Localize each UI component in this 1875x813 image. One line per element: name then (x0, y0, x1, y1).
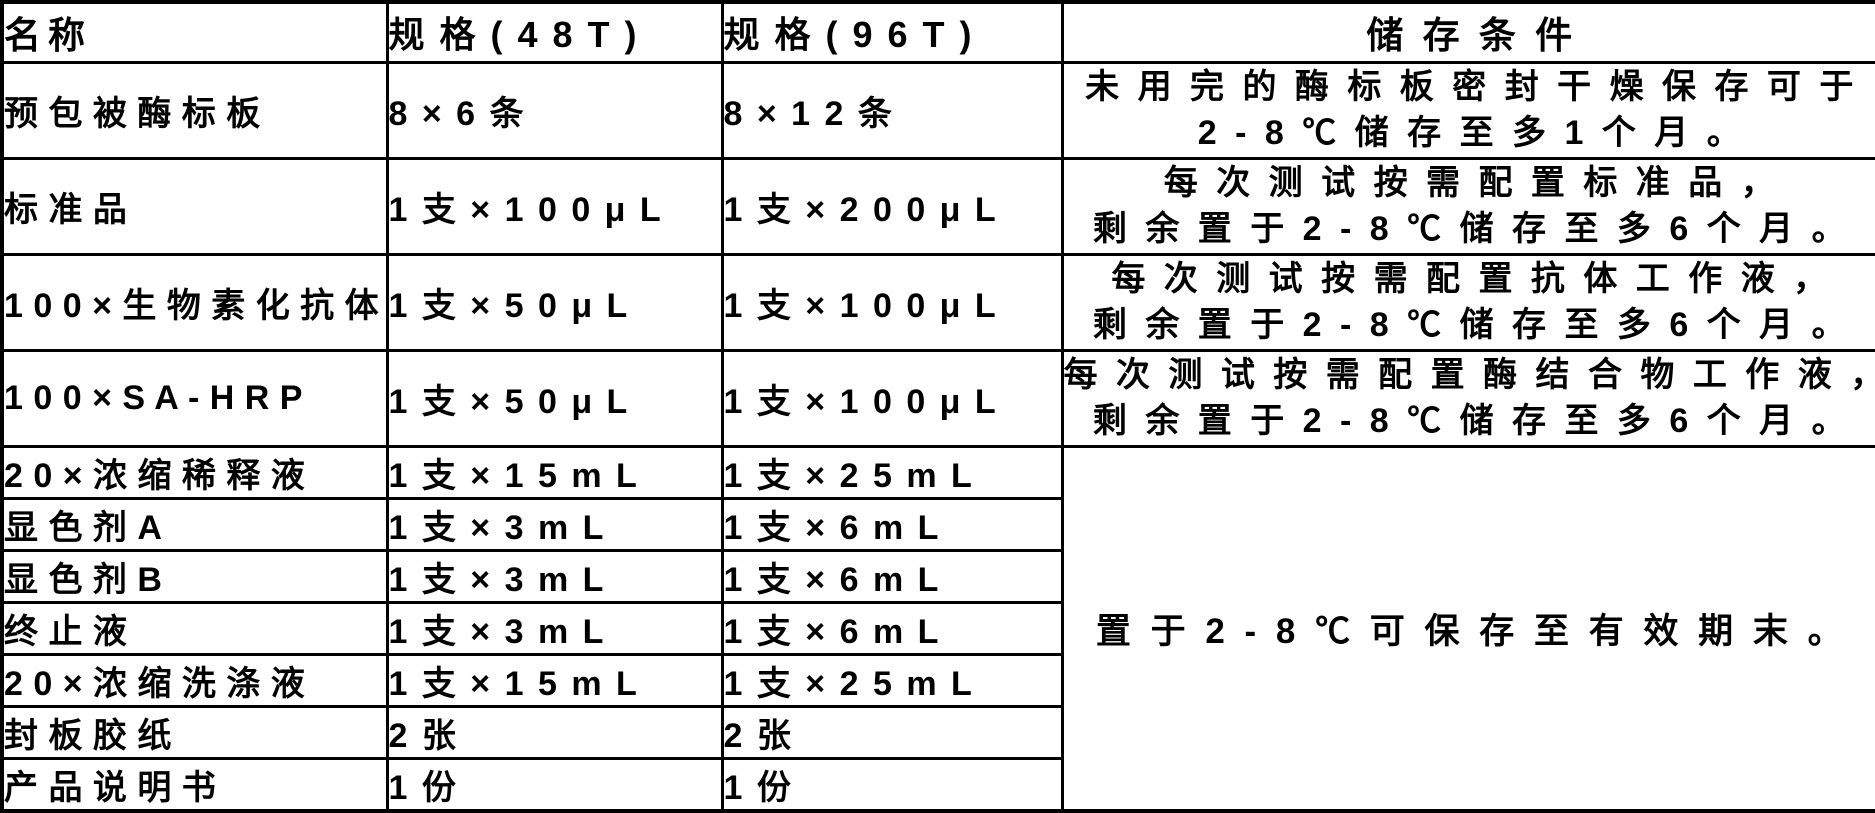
component-name-cell: 显 色 剂 A (2, 498, 387, 550)
spec-48t-cell: 2 张 (387, 706, 722, 758)
storage-line-2: 剩 余 置 于 2 - 8 ℃ 储 存 至 多 6 个 月 。 (1064, 302, 1875, 348)
table-row: 标 准 品 1 支 × 1 0 0 μ L 1 支 × 2 0 0 μ L 每 … (2, 158, 1875, 254)
component-name-cell: 2 0 × 浓 缩 洗 涤 液 (2, 654, 387, 706)
spec-48t-cell: 8 × 6 条 (387, 62, 722, 158)
storage-cell: 每 次 测 试 按 需 配 置 抗 体 工 作 液 ， 剩 余 置 于 2 - … (1062, 254, 1875, 350)
storage-line-2: 剩 余 置 于 2 - 8 ℃ 储 存 至 多 6 个 月 。 (1064, 206, 1875, 252)
component-name-cell: 终 止 液 (2, 602, 387, 654)
table-row: 预 包 被 酶 标 板 8 × 6 条 8 × 1 2 条 未 用 完 的 酶 … (2, 62, 1875, 158)
table-row: 2 0 × 浓 缩 稀 释 液 1 支 × 1 5 m L 1 支 × 2 5 … (2, 446, 1875, 498)
spec-96t-cell: 1 支 × 1 0 0 μ L (722, 254, 1062, 350)
header-name: 名称 (2, 2, 387, 62)
table-row: 1 0 0 × 生 物 素 化 抗 体 1 支 × 5 0 μ L 1 支 × … (2, 254, 1875, 350)
spec-96t-cell: 1 支 × 1 0 0 μ L (722, 350, 1062, 446)
spec-48t-cell: 1 支 × 5 0 μ L (387, 350, 722, 446)
storage-cell: 每 次 测 试 按 需 配 置 酶 结 合 物 工 作 液 ， 剩 余 置 于 … (1062, 350, 1875, 446)
spec-48t-cell: 1 支 × 3 m L (387, 498, 722, 550)
spec-96t-cell: 1 份 (722, 758, 1062, 811)
storage-line-1: 每 次 测 试 按 需 配 置 酶 结 合 物 工 作 液 ， (1064, 352, 1875, 398)
spec-48t-cell: 1 支 × 5 0 μ L (387, 254, 722, 350)
header-storage: 储 存 条 件 (1062, 2, 1875, 62)
storage-cell: 未 用 完 的 酶 标 板 密 封 干 燥 保 存 可 于 2 - 8 ℃ 储 … (1062, 62, 1875, 158)
component-name-cell: 2 0 × 浓 缩 稀 释 液 (2, 446, 387, 498)
table-row: 1 0 0 × S A - H R P 1 支 × 5 0 μ L 1 支 × … (2, 350, 1875, 446)
spec-96t-cell: 1 支 × 6 m L (722, 602, 1062, 654)
storage-line-1: 每 次 测 试 按 需 配 置 标 准 品 ， (1064, 160, 1875, 206)
header-spec-48t: 规 格 ( 4 8 T ) (387, 2, 722, 62)
component-name-cell: 显 色 剂 B (2, 550, 387, 602)
storage-line-1: 每 次 测 试 按 需 配 置 抗 体 工 作 液 ， (1064, 256, 1875, 302)
component-name-cell: 1 0 0 × S A - H R P (2, 350, 387, 446)
spec-48t-cell: 1 份 (387, 758, 722, 811)
storage-line-2: 2 - 8 ℃ 储 存 至 多 1 个 月 。 (1064, 110, 1875, 156)
storage-cell: 每 次 测 试 按 需 配 置 标 准 品 ， 剩 余 置 于 2 - 8 ℃ … (1062, 158, 1875, 254)
spec-96t-cell: 1 支 × 2 5 m L (722, 654, 1062, 706)
spec-48t-cell: 1 支 × 1 5 m L (387, 446, 722, 498)
spec-48t-cell: 1 支 × 1 0 0 μ L (387, 158, 722, 254)
spec-96t-cell: 2 张 (722, 706, 1062, 758)
spec-48t-cell: 1 支 × 3 m L (387, 602, 722, 654)
storage-line-1: 未 用 完 的 酶 标 板 密 封 干 燥 保 存 可 于 (1064, 64, 1875, 110)
spec-96t-cell: 1 支 × 6 m L (722, 550, 1062, 602)
spec-48t-cell: 1 支 × 1 5 m L (387, 654, 722, 706)
spec-96t-cell: 8 × 1 2 条 (722, 62, 1062, 158)
header-spec-96t: 规 格 ( 9 6 T ) (722, 2, 1062, 62)
spec-96t-cell: 1 支 × 2 0 0 μ L (722, 158, 1062, 254)
document-page: 名称 规 格 ( 4 8 T ) 规 格 ( 9 6 T ) 储 存 条 件 预… (0, 0, 1875, 747)
component-name-cell: 标 准 品 (2, 158, 387, 254)
spec-96t-cell: 1 支 × 2 5 m L (722, 446, 1062, 498)
spec-48t-cell: 1 支 × 3 m L (387, 550, 722, 602)
component-name-cell: 1 0 0 × 生 物 素 化 抗 体 (2, 254, 387, 350)
header-row: 名称 规 格 ( 4 8 T ) 规 格 ( 9 6 T ) 储 存 条 件 (2, 2, 1875, 62)
spec-96t-cell: 1 支 × 6 m L (722, 498, 1062, 550)
merged-storage-cell: 置 于 2 - 8 ℃ 可 保 存 至 有 效 期 末 。 (1062, 446, 1875, 811)
storage-line-2: 剩 余 置 于 2 - 8 ℃ 储 存 至 多 6 个 月 。 (1064, 398, 1875, 444)
component-name-cell: 预 包 被 酶 标 板 (2, 62, 387, 158)
component-name-cell: 封 板 胶 纸 (2, 706, 387, 758)
component-name-cell: 产 品 说 明 书 (2, 758, 387, 811)
